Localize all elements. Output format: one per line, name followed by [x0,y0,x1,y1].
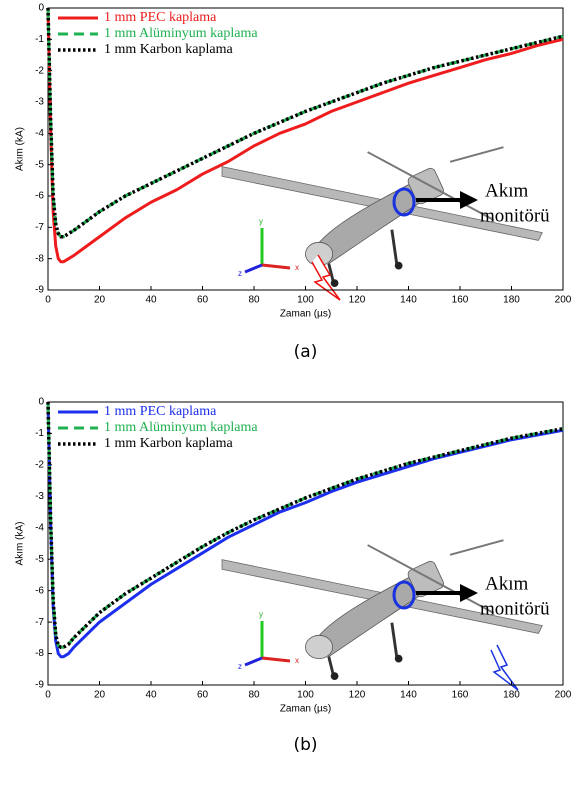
x-axis-label: Zaman (µs) [280,704,331,715]
axis-triad-label: z [238,269,242,278]
series-line [46,401,564,650]
y-axis-label: Akım (kA) [15,522,26,566]
x-tick-label: 180 [503,690,520,701]
x-tick-label: 0 [45,295,51,306]
legend-label: 1 mm Alüminyum kaplama [104,420,258,435]
y-tick-label: -2 [35,65,44,76]
axis-triad-label: x [295,656,299,665]
y-tick-label: -3 [35,97,44,108]
legend-label: 1 mm Karbon kaplama [104,42,233,57]
y-tick-label: 0 [38,397,44,408]
x-tick-label: 160 [452,690,469,701]
y-tick-label: -4 [35,522,44,533]
y-tick-label: -6 [35,585,44,596]
x-tick-label: 200 [555,690,572,701]
annotation: Akım [485,180,529,201]
x-tick-label: 20 [94,295,106,306]
y-tick-label: -1 [35,428,44,439]
x-tick-label: 0 [45,690,51,701]
y-tick-label: -7 [35,222,44,233]
y-tick-label: -7 [35,617,44,628]
legend-label: 1 mm PEC kaplama [104,404,217,419]
series-line [46,7,564,239]
x-tick-label: 60 [197,690,209,701]
x-tick-label: 100 [297,295,314,306]
annotation: monitörü [480,205,550,226]
y-tick-label: -8 [35,253,44,264]
x-axis-label: Zaman (µs) [280,309,331,320]
y-tick-label: -6 [35,191,44,202]
y-tick-label: -3 [35,491,44,502]
y-tick-label: -5 [35,159,44,170]
x-tick-label: 80 [248,690,260,701]
annotation: monitörü [480,598,550,619]
axis-triad-label: z [238,662,242,671]
axis-triad-label: x [295,263,299,272]
x-tick-label: 180 [503,295,520,306]
y-axis-label: Akım (kA) [15,127,26,171]
x-tick-label: 60 [197,295,209,306]
series-line [46,7,564,264]
x-tick-label: 140 [400,295,417,306]
caption: (b) [293,735,317,755]
x-tick-label: 120 [349,690,366,701]
illustration-a [220,145,544,301]
x-tick-label: 140 [400,690,417,701]
legend-label: 1 mm Alüminyum kaplama [104,26,258,41]
x-tick-label: 120 [349,295,366,306]
legend-label: 1 mm PEC kaplama [104,10,217,25]
y-tick-label: -1 [35,34,44,45]
y-tick-label: -9 [35,680,44,691]
y-tick-label: -4 [35,128,44,139]
y-tick-label: -5 [35,554,44,565]
caption: (a) [294,342,318,362]
x-tick-label: 20 [94,690,106,701]
x-tick-label: 40 [145,295,157,306]
illustration-b [220,538,544,691]
annotation: Akım [485,573,529,594]
y-tick-label: -9 [35,285,44,296]
legend-label: 1 mm Karbon kaplama [104,436,233,451]
x-tick-label: 200 [555,295,572,306]
series-line [46,7,564,239]
y-tick-label: 0 [38,3,44,14]
axis-triad-label: y [259,217,263,226]
axis-triad-label: y [259,610,263,619]
x-tick-label: 100 [297,690,314,701]
y-tick-label: -2 [35,460,44,471]
x-tick-label: 80 [248,295,260,306]
x-tick-label: 40 [145,690,157,701]
x-tick-label: 160 [452,295,469,306]
y-tick-label: -8 [35,648,44,659]
